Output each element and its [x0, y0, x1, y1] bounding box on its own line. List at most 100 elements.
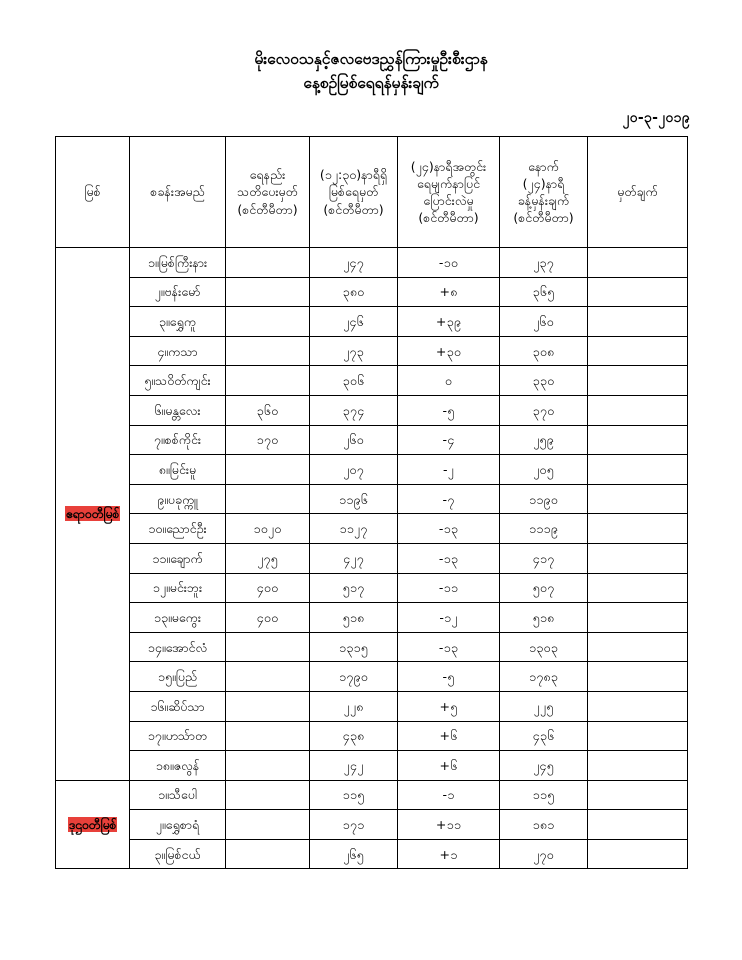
- table-row: ၁၇။ဟသ်ာတ ၄၃၈ +၆ ၄၃၆: [56, 720, 688, 752]
- observed-level-value: ၂၄၇: [309, 247, 398, 278]
- change-24h-value: -၁၀: [397, 247, 500, 278]
- change-24h-value: -၁: [397, 779, 500, 811]
- observed-level-value: ၁၃၁၅: [309, 631, 398, 663]
- alert-level-value: [225, 661, 310, 692]
- station: ၉။ပခုက္ကူ: [129, 483, 226, 515]
- change-24h-value: ၀: [397, 365, 500, 396]
- observed-level-value: ၁၁၅: [309, 779, 398, 811]
- station: ၇။စစ်ကိုင်း: [129, 424, 226, 456]
- table-row: ၇။စစ်ကိုင်း ၁၇၀ ၂၆၀ -၄ ၂၅၉: [56, 424, 688, 456]
- observed-level-value: ၅၁၈: [309, 602, 398, 633]
- remark-value: [587, 335, 688, 367]
- table-row: ၁၂။မင်းဘူး ၄၀၀ ၅၁၇ -၁၁ ၅၀၇: [56, 572, 688, 604]
- station: ၁၆။ဆိပ်သာ: [129, 690, 226, 722]
- station: ၂။ဗန်းမော်: [129, 276, 226, 308]
- forecast-24h-value: ၁၇၈၃: [499, 661, 588, 692]
- remark-value: [587, 424, 688, 456]
- forecast-24h-value: ၅၁၈: [499, 602, 588, 633]
- forecast-24h-value: ၃၃၀: [499, 365, 588, 396]
- station: ၃။ရွှေကူ: [129, 306, 226, 337]
- alert-level-value: [225, 335, 310, 367]
- observed-level-value: ၂၀၇: [309, 454, 398, 485]
- forecast-24h-value: ၂၆၀: [499, 306, 588, 337]
- remark-value: [587, 276, 688, 308]
- header-remark: မှတ်ချက်: [587, 136, 688, 248]
- observed-level-value: ၁၁၉၆: [309, 483, 398, 515]
- alert-level-value: [225, 483, 310, 515]
- alert-level-value: ၄၀၀: [225, 572, 310, 604]
- remark-value: [587, 394, 688, 426]
- remark-value: [587, 454, 688, 485]
- observed-level-value: ၂၆၅: [309, 838, 398, 870]
- header-river: မြစ်: [55, 136, 130, 248]
- observed-level-value: ၃၈၀: [309, 276, 398, 308]
- alert-level-value: ၃၆၀: [225, 394, 310, 426]
- alert-level-value: [225, 454, 310, 485]
- alert-level-value: ၄၀၀: [225, 602, 310, 633]
- header-row: မြစ် စခန်းအမည် ရေနည်း သတိပေးမှတ် (စင်တီမ…: [55, 136, 688, 248]
- remark-value: [587, 483, 688, 515]
- observed-level-value: ၂၇၃: [309, 335, 398, 367]
- station: ၁။သီပေါ: [129, 779, 226, 811]
- river-group-cell: ဧရာဝတီမြစ်: [55, 247, 130, 781]
- station: ၅။သဝိတ်ကျင်း: [129, 365, 226, 396]
- report-date: ၂၀-၃-၂၀၁၉: [622, 110, 690, 126]
- observed-level-value: ၅၁၇: [309, 572, 398, 604]
- change-24h-value: -၁၃: [397, 542, 500, 574]
- table-row: ၁၆။ဆိပ်သာ ၂၂၈ +၅ ၂၂၅: [56, 690, 688, 722]
- station: ၁၅။ပြည်: [129, 661, 226, 692]
- observed-level-value: ၄၂၇: [309, 542, 398, 574]
- station: ၆။မန္တလေး: [129, 394, 226, 426]
- station: ၃။မြစ်ငယ်: [129, 838, 226, 870]
- change-24h-value: +၁: [397, 838, 500, 870]
- observed-level-value: ၁၇၁: [309, 809, 398, 840]
- forecast-24h-value: ၂၇၀: [499, 838, 588, 870]
- observed-level-value: ၁၇၉၀: [309, 661, 398, 692]
- change-24h-value: +၅: [397, 690, 500, 722]
- forecast-24h-value: ၁၁၅: [499, 779, 588, 811]
- remark-value: [587, 572, 688, 604]
- change-24h-value: -၁၂: [397, 602, 500, 633]
- table-row: ၂။ရွှေစာရံ ၁၇၁ +၁၁ ၁၈၁: [56, 809, 688, 840]
- station: ၁၇။ဟသ်ာတ: [129, 720, 226, 752]
- department-title: မိုးလေဝသနှင့်ဇလဗေဒညွှန်ကြားမှုဦးစီးဌာန: [254, 50, 488, 68]
- table-row: ၈။မြင်းမူ ၂၀၇ -၂ ၂၀၅: [56, 454, 688, 485]
- change-24h-value: +၃၀: [397, 335, 500, 367]
- header-change-24h: (၂၄)နာရီအတွင်း ရေမျက်နာပြင် ပြောင်းလဲမှု…: [397, 136, 500, 248]
- alert-level-value: ၁၇၀: [225, 424, 310, 456]
- water-level-table-wrap: မြစ် စခန်းအမည် ရေနည်း သတိပေးမှတ် (စင်တီမ…: [55, 136, 688, 870]
- alert-level-value: [225, 720, 310, 752]
- remark-value: [587, 720, 688, 752]
- change-24h-value: -၅: [397, 661, 500, 692]
- alert-level-value: ၂၇၅: [225, 542, 310, 574]
- alert-level-value: [225, 838, 310, 870]
- remark-value: [587, 602, 688, 633]
- station: ၂။ရွှေစာရံ: [129, 809, 226, 840]
- table-row: ၃။မြစ်ငယ် ၂၆၅ +၁ ၂၇၀: [56, 838, 688, 870]
- alert-level-value: [225, 365, 310, 396]
- alert-level-value: [225, 247, 310, 278]
- observed-level-value: ၂၄၆: [309, 306, 398, 337]
- remark-value: [587, 542, 688, 574]
- forecast-24h-value: ၂၀၅: [499, 454, 588, 485]
- report-title: နေ့စဉ်မြစ်ရေရန်မှန်းချက်: [303, 74, 439, 93]
- water-level-table: မြစ် စခန်းအမည် ရေနည်း သတိပေးမှတ် (စင်တီမ…: [55, 136, 688, 870]
- table-row: ၁၈။ဇလွန် ၂၄၂ +၆ ၂၄၅: [56, 750, 688, 781]
- change-24h-value: +၆: [397, 750, 500, 781]
- table-row: ၃။ရွှေကူ ၂၄၆ +၃၉ ၂၆၀: [56, 306, 688, 337]
- table-row: ၁၀။ညောင်ဦး ၁၀၂၀ ၁၁၂၇ -၁၃ ၁၁၁၉: [56, 513, 688, 544]
- header-station: စခန်းအမည်: [129, 136, 226, 248]
- observed-level-value: ၁၁၂၇: [309, 513, 398, 544]
- forecast-24h-value: ၄၃၆: [499, 720, 588, 752]
- forecast-24h-value: ၁၁၉၀: [499, 483, 588, 515]
- remark-value: [587, 809, 688, 840]
- alert-level-value: [225, 306, 310, 337]
- change-24h-value: +၁၁: [397, 809, 500, 840]
- river-name-label: ဧရာဝတီမြစ်: [64, 506, 121, 522]
- remark-value: [587, 838, 688, 870]
- station: ၄။ကသာ: [129, 335, 226, 367]
- forecast-24h-value: ၃၆၅: [499, 276, 588, 308]
- header-observed-level: (၁၂:၃၀)နာရီရှိ မြစ်ရေမှတ် (စင်တီမီတာ): [309, 136, 398, 248]
- forecast-24h-value: ၅၀၇: [499, 572, 588, 604]
